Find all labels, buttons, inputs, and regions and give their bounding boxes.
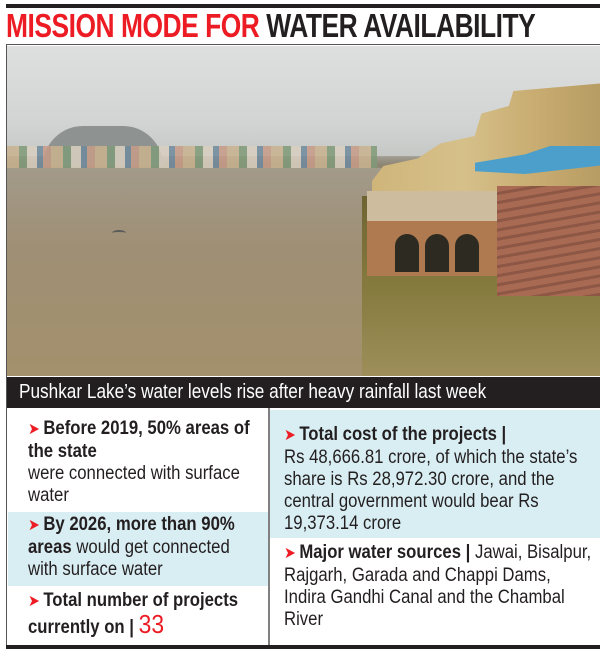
fact-bold: Total number of projects currently on | [28,590,239,638]
fact-bold: Major water sources | [299,542,471,563]
fact-regular: were connected with surface water [28,463,240,506]
fact-total-projects: ➤ Total number of projects currently on |… [8,586,268,645]
photo-ghat-platform [367,191,497,221]
top-rule [6,4,600,8]
arrow-bullet-icon: ➤ [28,517,40,534]
project-count: 33 [138,609,165,639]
fact-by-2026: ➤ By 2026, more than 90% areas would get … [8,512,268,586]
photo-caption: Pushkar Lake’s water levels rise after h… [7,377,600,408]
column-divider [268,408,270,646]
photo-ghat-arch [455,234,479,272]
fact-bold: By 2026, more than 90% areas [28,514,235,558]
fact-regular: Jawai, Bisalpur, Rajgarh, Garada and Cha… [284,542,592,630]
fact-total-cost: ➤ Total cost of the projects | Rs 48,666.… [270,410,600,538]
photo-ghat-arch [395,234,419,272]
bird-icon [112,230,126,236]
photo-ghat-arch [425,234,449,272]
headline-black-part: WATER AVAILABILITY [266,7,536,44]
fact-bold: Before 2019, 50% areas of the state [28,418,250,462]
fact-before-2019: ➤ Before 2019, 50% areas of the state wer… [8,410,268,512]
photo-steps [497,186,600,296]
arrow-bullet-icon: ➤ [28,421,40,438]
headline-red-part: MISSION MODE FOR [6,7,260,44]
headline: MISSION MODE FOR WATER AVAILABILITY [6,7,536,44]
fact-regular: would get connected with surface water [28,537,230,580]
arrow-bullet-icon: ➤ [28,593,40,610]
fact-water-sources: ➤ Major water sources | Jawai, Bisalpur, … [270,538,600,645]
arrow-bullet-icon: ➤ [284,545,296,562]
photo-caption-text: Pushkar Lake’s water levels rise after h… [19,381,487,403]
bottom-rule [6,645,600,649]
arrow-bullet-icon: ➤ [284,427,296,444]
photo-shoreline-town [7,146,377,168]
fact-bold: Total cost of the projects | [299,424,507,445]
fact-regular: Rs 48,666.81 crore, of which the state’s… [284,447,578,534]
lake-photo [7,46,600,376]
